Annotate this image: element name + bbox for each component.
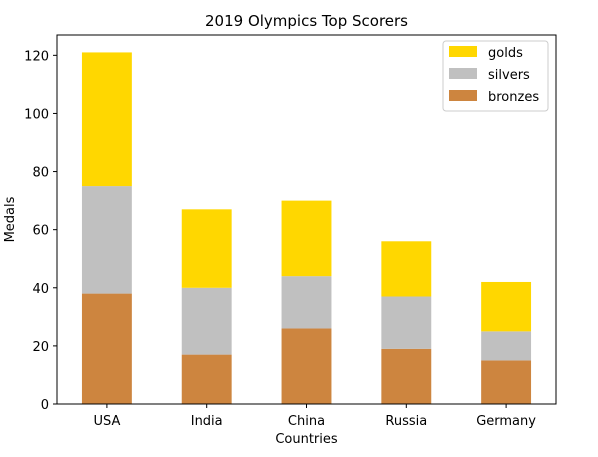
bar-golds-china — [281, 200, 332, 277]
bar-silvers-germany — [481, 331, 532, 361]
ticks-layer: USA India China Russia Germany 0 20 40 60 80 100 12… — [24, 49, 536, 429]
bar-bronzes-usa — [81, 293, 132, 404]
bars-layer — [81, 52, 532, 404]
bar-bronzes-russia — [381, 348, 432, 404]
x-tick-label: China — [288, 414, 325, 429]
x-axis-label: Countries — [275, 432, 338, 447]
legend-label-silvers: silvers — [488, 68, 530, 83]
chart-title: 2019 Olympics Top Scorers — [205, 12, 408, 30]
y-tick-label: 120 — [24, 49, 49, 64]
x-tick-label: India — [191, 414, 223, 429]
y-axis-label: Medals — [3, 196, 18, 242]
bar-bronzes-india — [181, 354, 232, 404]
legend-swatch-golds — [449, 46, 477, 57]
bar-bronzes-china — [281, 328, 332, 404]
bar-golds-russia — [381, 241, 432, 297]
bar-silvers-china — [281, 276, 332, 329]
y-tick-label: 20 — [32, 340, 49, 355]
y-tick-label: 0 — [41, 398, 49, 413]
x-tick-label: USA — [93, 414, 120, 429]
legend-label-bronzes: bronzes — [488, 90, 539, 105]
legend-label-golds: golds — [488, 46, 523, 61]
bar-silvers-usa — [81, 186, 132, 294]
bar-golds-germany — [481, 281, 532, 332]
bar-silvers-russia — [381, 296, 432, 349]
y-tick-label: 80 — [32, 166, 49, 181]
x-tick-label: Russia — [385, 414, 427, 429]
legend-swatch-silvers — [449, 68, 477, 79]
bar-silvers-india — [181, 287, 232, 355]
y-tick-label: 60 — [32, 224, 49, 239]
legend: golds silvers bronzes — [442, 40, 549, 112]
y-tick-label: 100 — [24, 107, 49, 122]
bar-golds-usa — [81, 52, 132, 187]
bar-bronzes-germany — [481, 360, 532, 404]
bar-golds-india — [181, 209, 232, 288]
legend-swatch-bronzes — [449, 90, 477, 101]
y-tick-label: 40 — [32, 282, 49, 297]
x-tick-label: Germany — [476, 414, 536, 429]
